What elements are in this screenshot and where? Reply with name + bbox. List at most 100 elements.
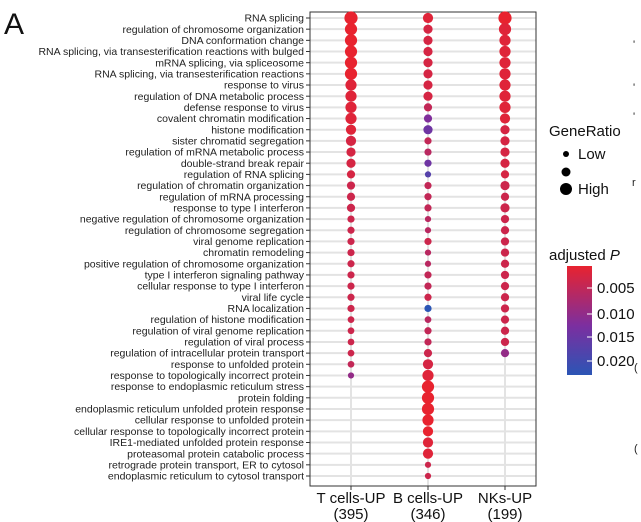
colorbar-label-0: 0.005 [597, 280, 635, 297]
dot-col1-row7 [423, 91, 433, 101]
dot-col2-row1 [498, 23, 512, 36]
dot-col0-row16 [346, 192, 356, 201]
dot-col0-row6 [345, 79, 357, 91]
x-tick-labels: T cells-UP(395) B cells-UP(346) NKs-UP(199… [317, 486, 532, 522]
dot-col0-row10 [345, 124, 357, 135]
dot-col1-row41 [424, 472, 432, 480]
term-label: protein folding [238, 392, 304, 404]
dot-col1-row15 [424, 181, 432, 190]
term-label: regulation of RNA splicing [184, 169, 304, 181]
term-label: regulation of viral process [184, 337, 304, 349]
colorbar [567, 266, 592, 375]
dot-col0-row1 [344, 23, 358, 36]
x-tick-label: T cells-UP [317, 490, 386, 507]
term-label: covalent chromatin modification [157, 113, 304, 125]
dot-col0-row32 [347, 372, 355, 379]
dot-col1-row27 [424, 316, 432, 323]
dot-col0-row3 [344, 45, 358, 58]
edge-fragments: ' ' ' r ( ( [632, 39, 638, 455]
dot-col2-row8 [499, 101, 511, 113]
x-tick-label: B cells-UP [393, 490, 463, 507]
dot-col0-row12 [346, 147, 356, 157]
term-label: regulation of histone modification [150, 314, 304, 326]
term-label: regulation of intracellular protein tran… [110, 348, 304, 360]
x-tick-count: (346) [410, 506, 445, 522]
dot-col2-row3 [499, 45, 511, 58]
dot-col2-row17 [500, 203, 510, 213]
term-label: response to type I interferon [173, 203, 304, 215]
colorbar-label-1: 0.010 [597, 306, 635, 323]
dot-col1-row22 [424, 260, 432, 267]
dot-col1-row28 [424, 327, 432, 335]
term-label: defense response to virus [184, 102, 304, 114]
plot-border [309, 11, 537, 487]
dot-col2-row5 [499, 68, 511, 80]
dot-col2-row21 [500, 248, 510, 257]
term-label: RNA splicing, via transesterification re… [38, 46, 304, 58]
term-label: negative regulation of chromosome organi… [80, 214, 304, 226]
dot-col0-row29 [347, 338, 355, 346]
term-label: histone modification [211, 124, 304, 136]
dot-col2-row6 [499, 79, 511, 91]
dot-col1-row0 [422, 12, 434, 24]
dot-col2-row20 [500, 237, 510, 246]
edge-mark-2: ' [633, 111, 635, 123]
dot-col1-row23 [424, 271, 432, 279]
dot-col1-row4 [423, 58, 433, 68]
dot-col2-row22 [500, 259, 510, 268]
dot-col0-row9 [345, 112, 357, 125]
dot-col0-row7 [345, 90, 357, 102]
dot-col0-row23 [347, 271, 355, 279]
term-label: proteasomal protein catabolic process [127, 448, 304, 460]
x-tick-count: (395) [333, 506, 368, 522]
dot-col1-row5 [423, 69, 433, 79]
term-label: regulation of mRNA metabolic process [125, 147, 304, 159]
term-label: response to virus [224, 80, 304, 92]
dot-col1-row19 [424, 227, 432, 234]
dot-col1-row40 [424, 461, 432, 468]
dot-col0-row28 [347, 327, 355, 335]
term-label: response to unfolded protein [171, 359, 304, 371]
size-legend-dot-high [560, 183, 572, 195]
term-label: RNA splicing, via transesterification re… [94, 68, 304, 80]
dot-col1-row35 [421, 402, 435, 416]
dot-col1-row34 [421, 391, 435, 404]
dot-col1-row6 [423, 80, 433, 90]
term-label: RNA splicing [244, 13, 304, 25]
size-legend-dot-low [563, 151, 569, 157]
dot-col2-row7 [499, 90, 511, 102]
dot-col1-row25 [424, 293, 432, 301]
dot-col0-row21 [347, 248, 355, 257]
dot-col1-row3 [423, 46, 433, 57]
dot-col1-row17 [424, 204, 432, 212]
dot-col2-row9 [499, 113, 511, 124]
term-label: response to endoplasmic reticulum stress [111, 381, 304, 393]
term-label: IRE1-mediated unfolded protein response [110, 437, 305, 449]
dot-col2-row16 [500, 192, 510, 201]
term-label: positive regulation of chromosome organi… [84, 258, 304, 270]
dot-col0-row8 [345, 101, 357, 113]
edge-mark-5: ( [634, 443, 638, 455]
term-label: regulation of chromosome organization [122, 24, 304, 36]
dot-col2-row30 [500, 349, 510, 358]
x-tick-count: (199) [487, 506, 522, 522]
dot-col2-row18 [500, 214, 510, 224]
dot-col0-row4 [344, 56, 358, 69]
term-label: cellular response to unfolded protein [135, 415, 304, 427]
edge-mark-4: ( [634, 362, 638, 374]
dot-col1-row9 [423, 114, 433, 123]
size-legend-dot-mid [561, 167, 571, 177]
size-legend-title: GeneRatio [549, 123, 621, 140]
dot-col0-row2 [344, 34, 358, 47]
dot-col0-row31 [347, 360, 355, 368]
dot-col1-row30 [423, 349, 433, 358]
dot-col2-row11 [500, 136, 510, 146]
dot-col2-row25 [500, 293, 510, 302]
dot-col1-row13 [424, 159, 432, 167]
dot-col1-row33 [421, 380, 435, 393]
term-label: chromatin remodeling [203, 247, 304, 259]
dot-col1-row38 [422, 437, 434, 448]
edge-mark-3: r [632, 177, 636, 189]
dot-col0-row26 [347, 304, 355, 313]
